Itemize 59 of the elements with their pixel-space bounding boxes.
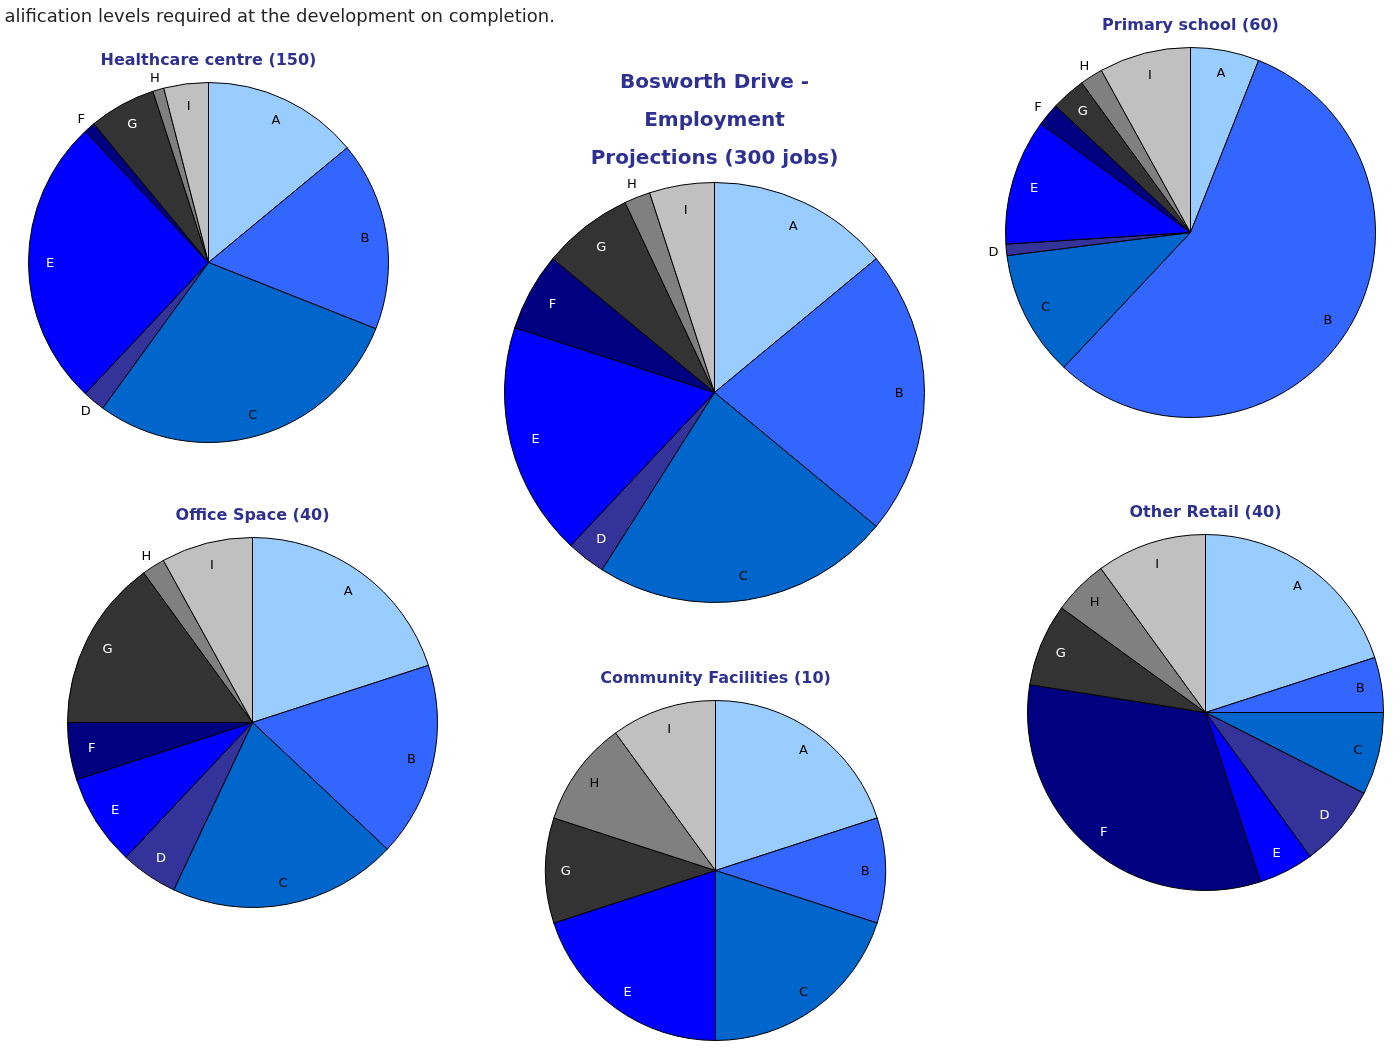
slice-label: E xyxy=(623,984,632,1000)
slice-label: E xyxy=(1272,844,1281,860)
slice-label: A xyxy=(788,217,798,233)
slice-label: B xyxy=(1323,312,1333,328)
slice-label: B xyxy=(894,385,904,400)
slice-label: B xyxy=(360,230,370,246)
slice-label: H xyxy=(1089,594,1100,610)
slice-label: I xyxy=(1155,556,1160,572)
chart-title: Primary school (60) xyxy=(1102,14,1279,34)
slice-label: G xyxy=(560,863,571,878)
slice-label: I xyxy=(210,557,214,573)
slice-label: E xyxy=(531,430,540,446)
slice-label: D xyxy=(988,243,999,259)
slice-label: I xyxy=(1148,67,1152,83)
slice-label: D xyxy=(1319,806,1330,822)
slice-label: H xyxy=(1079,57,1090,73)
slice-label: C xyxy=(1040,298,1050,314)
slice-label: G xyxy=(1055,645,1066,661)
slice-label: G xyxy=(102,641,113,657)
slice-label: B xyxy=(406,750,416,766)
slice-label: B xyxy=(860,863,870,878)
slice-label: A xyxy=(1216,65,1226,81)
chart-title: Community Facilities (10) xyxy=(600,667,831,687)
slice-label: A xyxy=(271,111,281,127)
slice-label: D xyxy=(155,849,166,865)
chart-title: Other Retail (40) xyxy=(1129,501,1282,521)
slice-label: E xyxy=(110,802,120,818)
slice-label: F xyxy=(87,740,96,756)
chart-title: Office Space (40) xyxy=(175,504,330,524)
slice-label: A xyxy=(798,741,808,757)
text: alification levels required at the development on completion. xyxy=(4,4,555,26)
chart-title: Healthcare centre (150) xyxy=(100,49,317,69)
slice-label: C xyxy=(248,407,258,423)
slice-label: C xyxy=(278,874,288,890)
slice-label: H xyxy=(626,176,637,192)
slice-label: F xyxy=(1100,824,1108,840)
slice-label: B xyxy=(1355,680,1365,696)
slice-label: F xyxy=(548,295,557,311)
slice-label: H xyxy=(141,547,152,563)
slice-label: H xyxy=(589,775,600,791)
slice-label: F xyxy=(77,110,85,126)
slice-label: C xyxy=(738,567,748,583)
slice-label: G xyxy=(127,116,138,132)
slice-label: I xyxy=(683,202,688,218)
slice-label: F xyxy=(1034,98,1042,114)
slice-label: E xyxy=(1030,179,1039,195)
slice-label: D xyxy=(80,403,91,419)
slice-label: C xyxy=(798,984,808,1000)
slice-label: H xyxy=(149,70,160,86)
slice-label: C xyxy=(1353,741,1363,757)
slice-label: G xyxy=(1077,102,1088,118)
slice-label: A xyxy=(343,583,353,599)
slice-label: I xyxy=(667,720,672,736)
slice-label: E xyxy=(45,255,55,270)
slice-label: D xyxy=(596,531,607,547)
chart-title: Bosworth Drive - Employment Projections (300 jobs) xyxy=(590,68,839,169)
slice-label: I xyxy=(186,97,191,113)
slice-label: G xyxy=(596,238,607,254)
slice-label: A xyxy=(1293,578,1303,594)
